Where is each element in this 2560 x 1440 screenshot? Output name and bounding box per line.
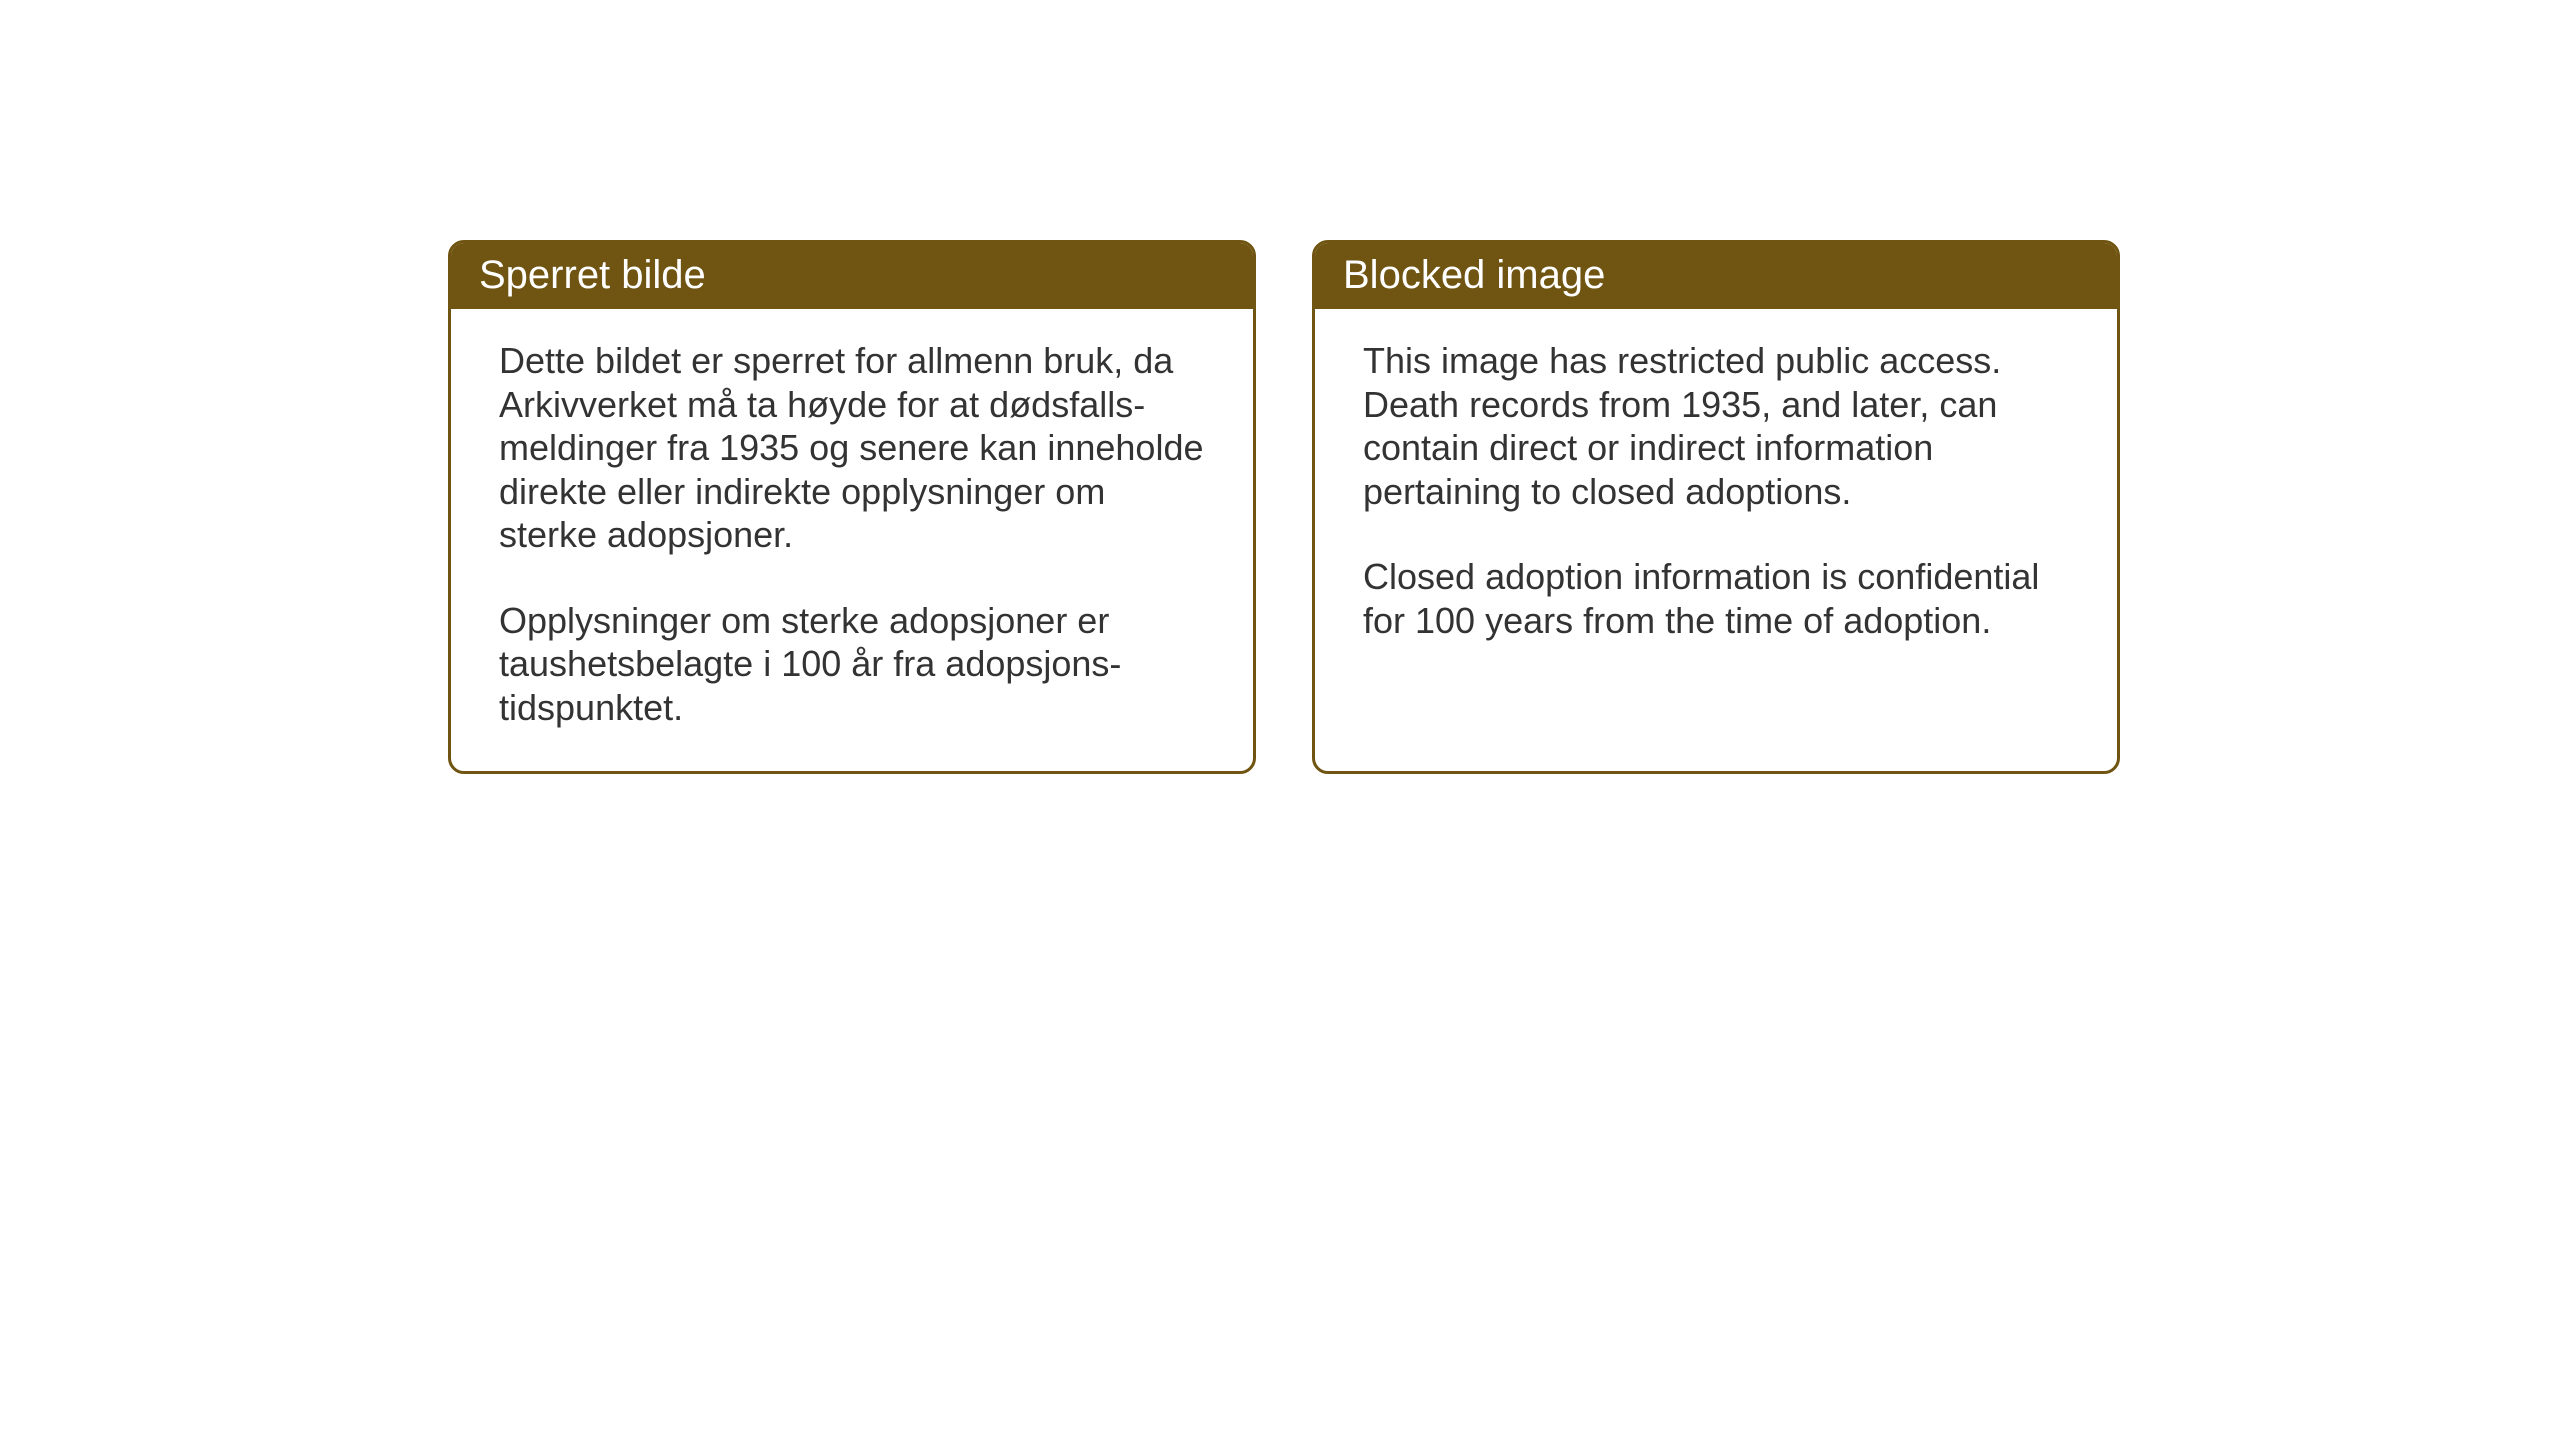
notice-box-english: Blocked image This image has restricted … — [1312, 240, 2120, 774]
notice-container: Sperret bilde Dette bildet er sperret fo… — [448, 240, 2120, 774]
notice-paragraph-2-english: Closed adoption information is confident… — [1363, 555, 2073, 642]
notice-paragraph-1-norwegian: Dette bildet er sperret for allmenn bruk… — [499, 339, 1209, 557]
notice-header-english: Blocked image — [1315, 243, 2117, 309]
notice-body-norwegian: Dette bildet er sperret for allmenn bruk… — [451, 309, 1253, 771]
notice-header-norwegian: Sperret bilde — [451, 243, 1253, 309]
notice-paragraph-2-norwegian: Opplysninger om sterke adopsjoner er tau… — [499, 599, 1209, 730]
notice-paragraph-1-english: This image has restricted public access.… — [1363, 339, 2073, 513]
notice-box-norwegian: Sperret bilde Dette bildet er sperret fo… — [448, 240, 1256, 774]
notice-body-english: This image has restricted public access.… — [1315, 309, 2117, 684]
